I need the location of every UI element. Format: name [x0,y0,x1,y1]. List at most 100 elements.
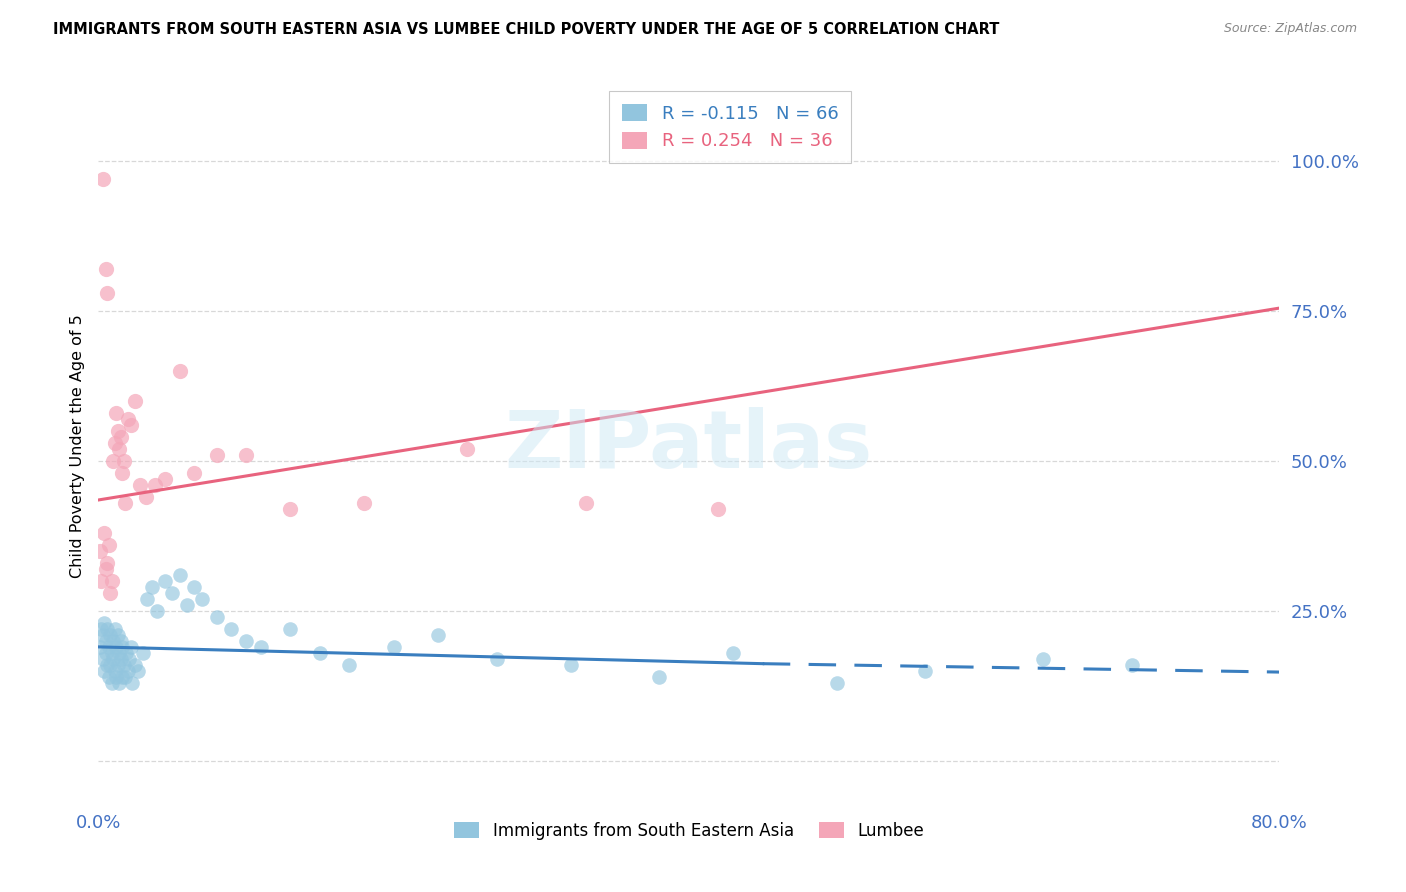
Point [108,676,131,690]
Point [97,538,120,552]
Point [121,676,143,690]
Point [128,478,150,492]
Point [120,417,142,432]
Point [153,472,176,486]
Point [457,442,479,456]
Point [112,454,135,468]
Point [723,646,745,660]
Point [235,448,257,462]
Point [183,466,205,480]
Point [107,657,129,672]
Point [280,502,302,516]
Point [135,490,157,504]
Point [914,664,936,678]
Point [90,622,112,636]
Point [339,657,361,672]
Point [110,430,132,444]
Point [183,580,205,594]
Point [162,586,183,600]
Point [97,670,120,684]
Point [176,598,198,612]
Point [648,670,671,684]
Point [382,640,405,654]
Point [235,633,257,648]
Point [115,646,138,660]
Point [114,670,136,684]
Point [141,580,163,594]
Point [91,172,114,186]
Point [353,496,375,510]
Point [280,622,302,636]
Point [825,676,848,690]
Point [96,622,118,636]
Point [96,556,118,570]
Point [100,574,122,588]
Point [104,622,127,636]
Point [250,640,273,654]
Point [146,604,169,618]
Point [100,646,122,660]
Point [111,640,134,654]
Point [90,574,112,588]
Point [93,664,115,678]
Point [120,640,142,654]
Point [560,657,582,672]
Point [575,496,598,510]
Point [103,652,125,666]
Point [169,364,191,378]
Point [89,544,111,558]
Point [104,664,127,678]
Point [108,442,131,456]
Legend: Immigrants from South Eastern Asia, Lumbee: Immigrants from South Eastern Asia, Lumb… [446,814,932,848]
Point [117,664,139,678]
Point [105,670,128,684]
Point [205,448,228,462]
Point [169,568,191,582]
Point [127,664,149,678]
Point [309,646,332,660]
Point [100,676,122,690]
Point [205,610,228,624]
Point [98,628,121,642]
Y-axis label: Child Poverty Under the Age of 5: Child Poverty Under the Age of 5 [69,314,84,578]
Point [98,586,121,600]
Point [110,652,132,666]
Point [98,657,121,672]
Point [96,286,118,301]
Point [1032,652,1054,666]
Point [191,591,214,606]
Point [94,562,117,576]
Point [427,628,450,642]
Point [132,646,155,660]
Point [107,628,129,642]
Point [103,633,125,648]
Point [108,646,131,660]
Point [96,657,118,672]
Point [221,622,243,636]
Point [94,633,117,648]
Point [1121,657,1143,672]
Point [124,394,146,409]
Text: Source: ZipAtlas.com: Source: ZipAtlas.com [1223,22,1357,36]
Point [111,670,134,684]
Point [91,652,114,666]
Point [93,615,115,630]
Point [117,412,139,426]
Point [97,640,120,654]
Point [112,657,135,672]
Point [107,424,129,438]
Point [136,591,159,606]
Text: ZIPatlas: ZIPatlas [505,407,873,485]
Point [111,466,134,480]
Point [118,652,141,666]
Point [105,640,128,654]
Point [94,262,117,277]
Point [94,646,117,660]
Point [103,454,125,468]
Point [104,436,127,450]
Point [93,525,115,540]
Point [153,574,176,588]
Text: IMMIGRANTS FROM SOUTH EASTERN ASIA VS LUMBEE CHILD POVERTY UNDER THE AGE OF 5 CO: IMMIGRANTS FROM SOUTH EASTERN ASIA VS LU… [53,22,1000,37]
Point [89,640,111,654]
Point [486,652,509,666]
